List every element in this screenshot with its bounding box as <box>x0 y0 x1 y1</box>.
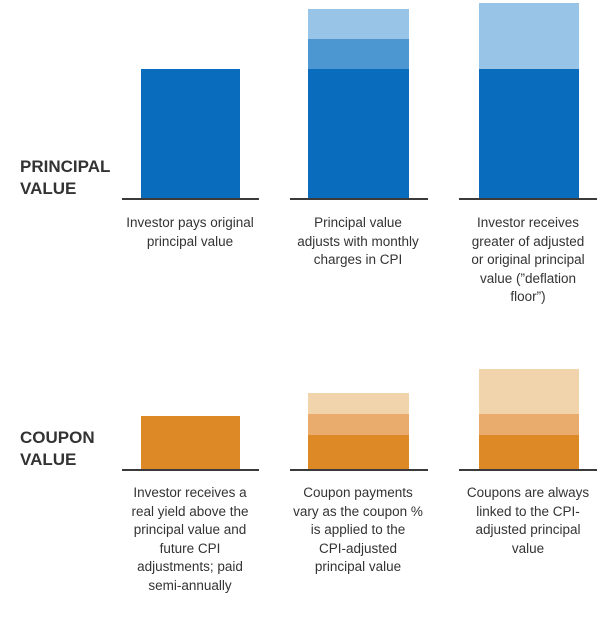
principal-bar-2-light <box>308 9 409 39</box>
coupon-caption-line: Coupons are always <box>466 485 590 500</box>
coupon-caption-3: Coupons are always linked to the CPI-adju… <box>458 484 598 558</box>
coupon-caption-line: semi-annually <box>148 577 232 593</box>
coupon-caption-line: adjusted principal <box>475 522 581 537</box>
coupon-caption-line: CPI-adjusted <box>318 540 398 556</box>
principal-caption-line: floor”) <box>510 289 546 304</box>
coupon-bar-3-light <box>479 369 579 414</box>
principal-caption-line: Investor receives <box>476 215 580 230</box>
principal-row-label: PRINCIPAL VALUE <box>20 156 110 200</box>
coupon-caption-2: Coupon payments vary as the coupon % is ap… <box>288 484 428 577</box>
principal-caption-line: greater of adjusted <box>471 233 585 249</box>
principal-baseline-2 <box>290 198 428 200</box>
coupon-baseline-2 <box>290 469 428 471</box>
coupon-caption-line: vary as the coupon % <box>293 503 423 519</box>
principal-bar-2-mid <box>308 39 409 69</box>
coupon-bar-2-dark <box>308 435 409 469</box>
principal-caption-line: or original principal <box>471 252 585 267</box>
principal-caption-3: Investor receives greater of adjusted or o… <box>458 214 598 307</box>
coupon-row-label: COUPON VALUE <box>20 427 95 471</box>
coupon-caption-line: principal value <box>314 559 402 574</box>
principal-bar-1-dark <box>141 69 240 198</box>
coupon-bar-2-mid <box>308 414 409 435</box>
coupon-caption-line: Investor receives a <box>133 485 247 500</box>
coupon-caption-line: Coupon payments <box>303 485 413 500</box>
principal-caption-2: Principal value adjusts with monthly charg… <box>288 214 428 270</box>
principal-caption-line: charges in CPI <box>313 252 403 267</box>
coupon-caption-line: principal value and <box>133 522 247 537</box>
coupon-row-label-line: VALUE <box>20 450 77 469</box>
coupon-baseline-3 <box>459 469 597 471</box>
coupon-caption-line: is applied to the <box>310 522 406 537</box>
coupon-bar-2-light <box>308 393 409 414</box>
principal-row-label-line: PRINCIPAL <box>20 157 111 176</box>
principal-caption-1: Investor pays original principal value <box>120 214 260 251</box>
coupon-baseline-1 <box>122 469 259 471</box>
principal-baseline-1 <box>122 198 259 200</box>
coupon-bar-3-dark <box>479 435 579 469</box>
coupon-caption-line: value <box>511 540 545 556</box>
coupon-row-label-line: COUPON <box>20 428 95 447</box>
principal-caption-line: principal value <box>146 233 234 249</box>
coupon-caption-line: adjustments; paid <box>137 559 243 574</box>
principal-bar-3-dark <box>479 69 579 198</box>
principal-bar-2-dark <box>308 69 409 198</box>
coupon-caption-line: future CPI <box>159 540 221 556</box>
coupon-bar-1-dark <box>141 416 240 469</box>
principal-baseline-3 <box>459 198 597 200</box>
coupon-caption-1: Investor receives a real yield above the p… <box>120 484 260 595</box>
principal-caption-line: Investor pays original <box>126 215 254 230</box>
principal-caption-line: value (”deflation <box>479 270 577 286</box>
coupon-caption-line: linked to the CPI- <box>476 503 580 519</box>
principal-row-label-line: VALUE <box>20 179 77 198</box>
coupon-bar-3-mid <box>479 414 579 435</box>
principal-caption-line: adjusts with monthly <box>297 233 419 249</box>
principal-bar-3-light <box>479 3 579 69</box>
principal-caption-line: Principal value <box>314 215 402 230</box>
coupon-caption-line: real yield above the <box>131 503 249 519</box>
